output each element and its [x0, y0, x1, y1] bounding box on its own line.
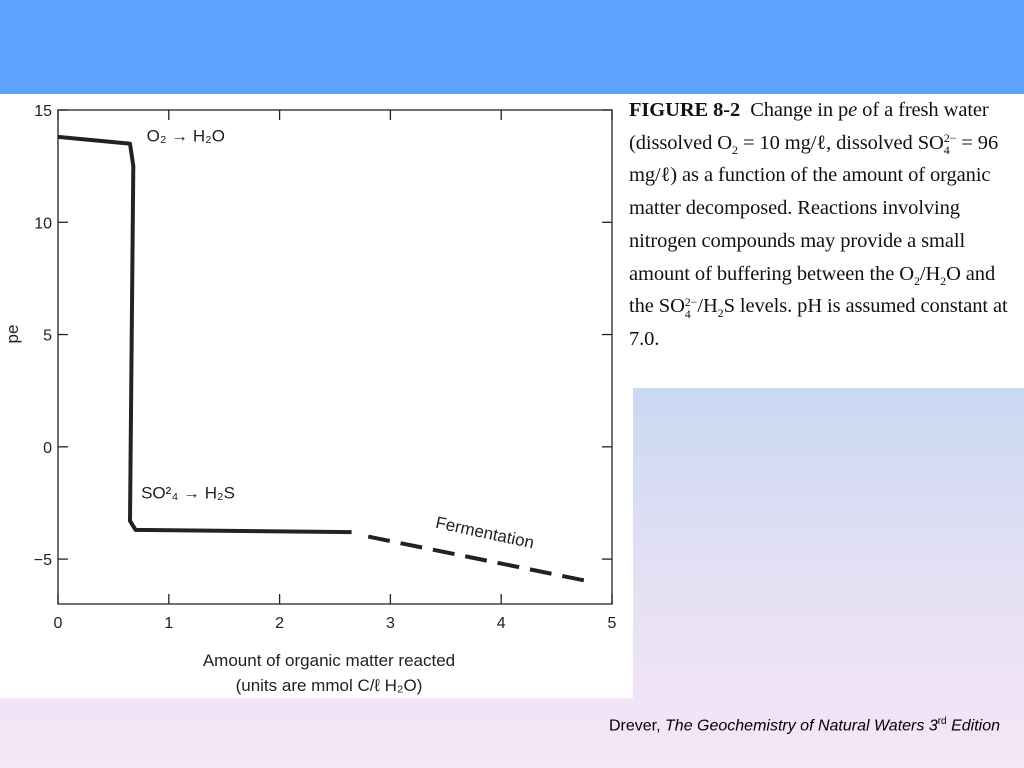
x-tick-label: 4	[497, 615, 506, 632]
caption-panel	[622, 94, 1024, 388]
x-axis-label-units: (units are mmol C/ℓ H₂O)	[236, 676, 423, 695]
y-tick-label: −5	[34, 552, 52, 569]
annotation-ferm: Fermentation	[434, 513, 536, 552]
pe-chart: 15 10 5 0 −5 0 1 2 3 4 5 O₂ → H₂O SO²₄ → H₂S Fermen…	[3, 103, 617, 695]
figure-caption: FIGURE 8-2 Change in pe of a fresh water …	[629, 99, 1008, 350]
figure-label: FIGURE 8-2	[629, 99, 741, 121]
x-tick-label: 3	[386, 615, 395, 632]
plot-frame	[57, 109, 613, 605]
source-credit: Drever, The Geochemistry of Natural Wate…	[609, 716, 1000, 735]
x-axis-label: Amount of organic matter reacted	[203, 651, 455, 670]
annotations: O₂ → H₂O SO²₄ → H₂S Fermentation	[141, 126, 536, 552]
x-tick-label: 0	[54, 615, 63, 632]
title-band	[0, 0, 1024, 94]
y-axis-label: pe	[3, 325, 22, 344]
figure-panel	[0, 94, 633, 698]
x-tick-label: 2	[275, 615, 284, 632]
x-tick-label: 1	[164, 615, 173, 632]
data-series	[57, 134, 591, 584]
series-line-solid	[57, 134, 352, 535]
y-tick-label: 10	[34, 215, 52, 232]
x-tick-label: 5	[608, 615, 617, 632]
series-line-dashed	[367, 534, 591, 584]
y-tick-label: 5	[43, 328, 52, 345]
y-tick-label: 0	[43, 440, 52, 457]
plot-border	[57, 109, 613, 605]
annotation-so4: SO²₄ → H₂S	[141, 483, 235, 502]
x-axis: 0 1 2 3 4 5	[54, 110, 617, 632]
y-axis: 15 10 5 0 −5	[34, 103, 612, 569]
y-tick-label: 15	[34, 103, 52, 120]
annotation-o2: O₂ → H₂O	[147, 126, 225, 145]
